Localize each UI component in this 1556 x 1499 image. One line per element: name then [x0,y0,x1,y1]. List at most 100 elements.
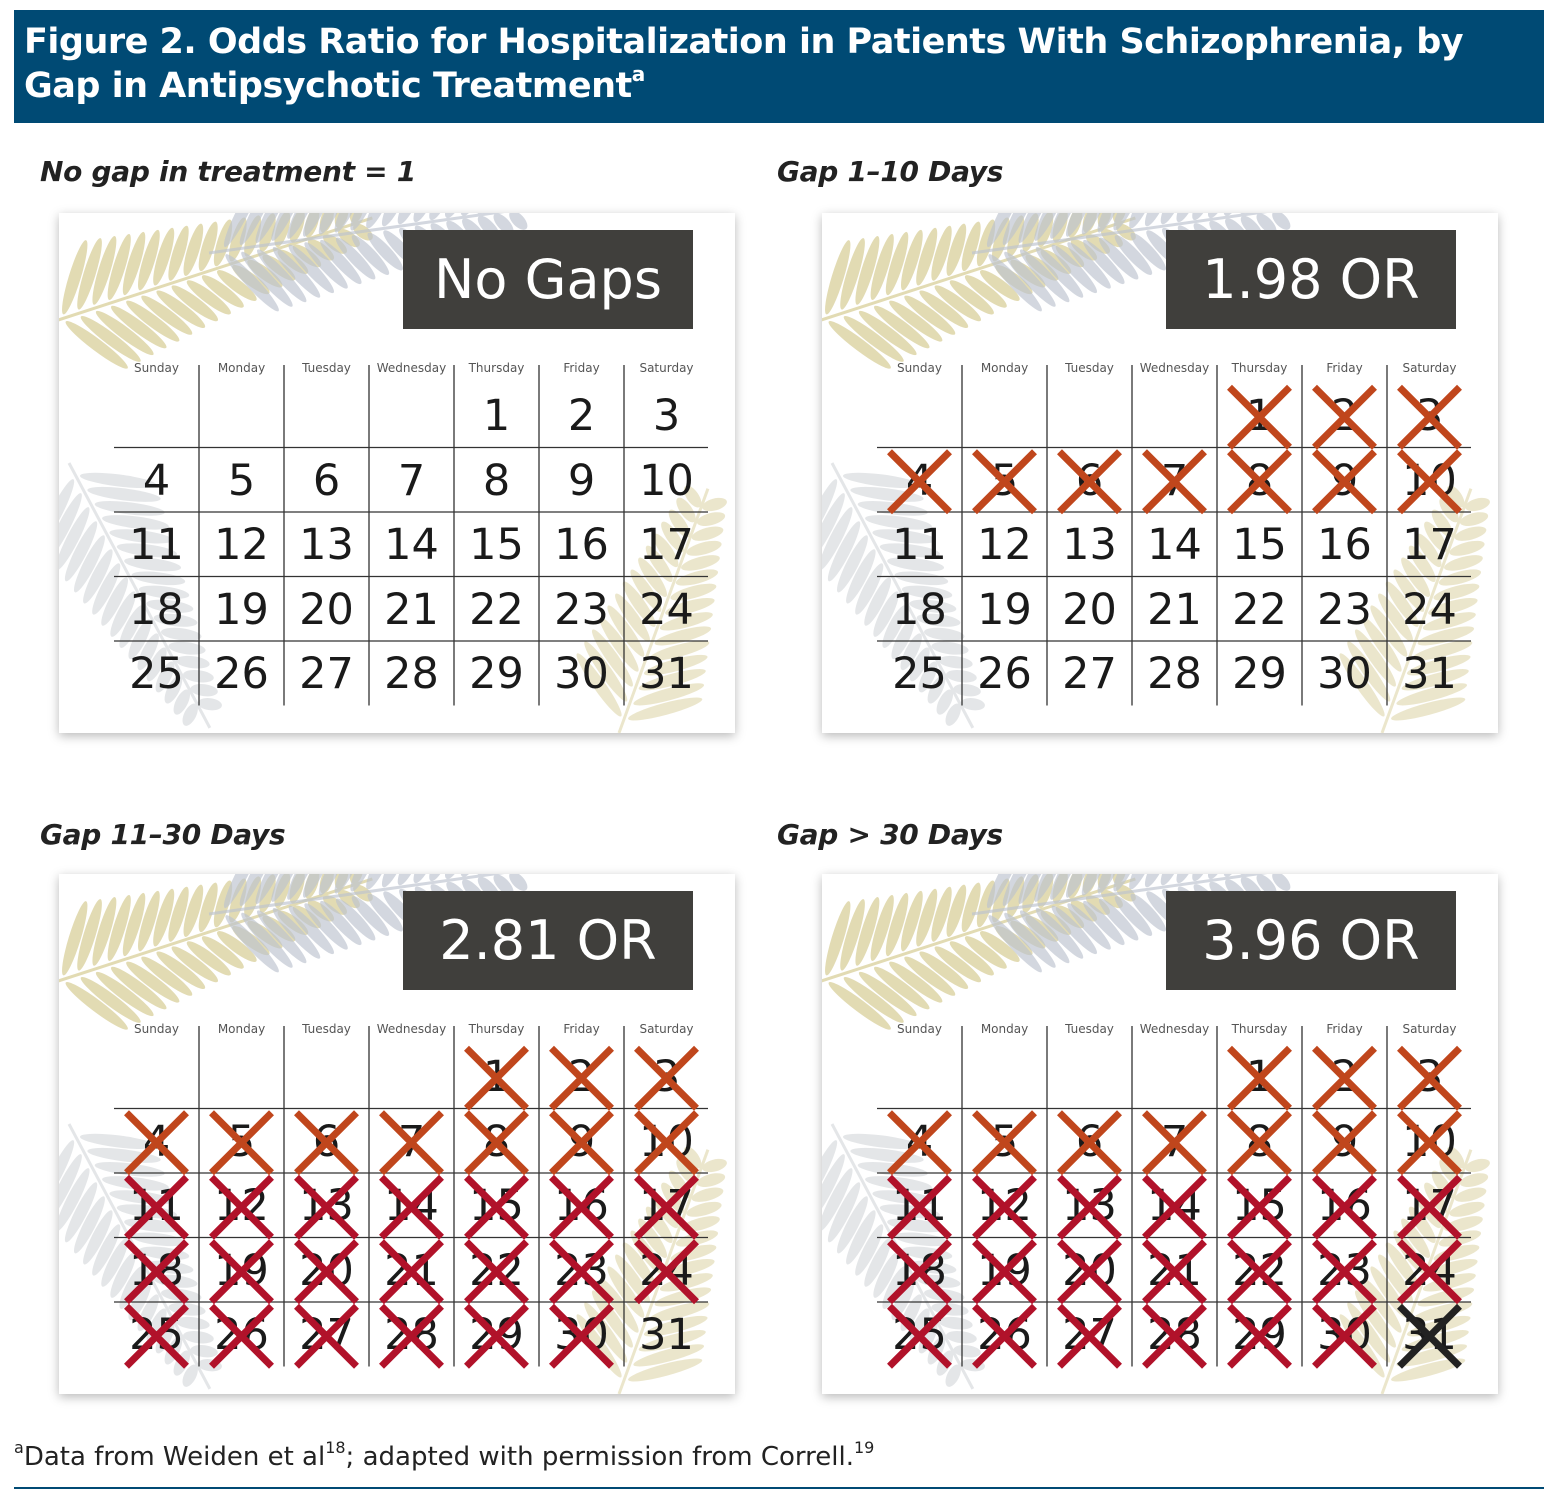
figure-title-footnote-mark: a [631,62,646,86]
calendar-day: 11 [892,520,947,570]
cross-mark [549,1174,614,1240]
calendar-day: 28 [384,649,439,699]
cross-mark [549,1303,614,1369]
cross-mark [1057,1303,1122,1369]
calendar-day: 14 [384,520,439,570]
weekday-header: Friday [563,361,600,375]
cross-mark [1397,1110,1462,1176]
weekday-header: Monday [980,361,1029,375]
cross-mark [1057,1239,1122,1305]
cross-mark [887,1239,952,1305]
calendar-day: 25 [892,649,947,699]
cross-mark [124,1174,189,1240]
cross-mark [972,449,1037,515]
weekday-header: Friday [1326,1022,1363,1036]
calendar-day: 20 [1062,584,1117,635]
cross-mark [294,1303,359,1369]
fern-background [822,874,1490,1394]
weekday-header: Sunday [134,361,179,375]
calendar-card: 3.96 OR Sunday Monday Tuesday Wednesday Thurs… [822,874,1498,1394]
calendar-day: 18 [129,584,184,635]
cross-mark [209,1239,274,1305]
calendar-day: 28 [1147,649,1202,699]
cross-mark [1312,1174,1377,1240]
cross-mark [1142,1110,1207,1176]
cross-mark [1397,1045,1462,1111]
cross-mark [1142,1303,1207,1369]
panel-label: Gap 11–30 Days [40,818,286,851]
calendar-day: 13 [1062,520,1117,570]
calendar-day: 11 [129,520,184,570]
calendar-day: 19 [977,584,1032,635]
calendar-grid: Sunday Monday Tuesday Wednesday Thursday Frid… [114,361,708,711]
footnote-ref-1: 18 [325,1438,346,1457]
weekday-header: Friday [563,1022,600,1036]
cross-mark [124,1239,189,1305]
footnote-mark: a [14,1438,24,1457]
cross-mark [1142,449,1207,515]
calendar-day: 5 [227,455,256,506]
calendar-day: 22 [1232,584,1287,635]
fern-background [822,213,1490,733]
cross-mark [294,1110,359,1176]
cross-mark [1312,1110,1377,1176]
weekday-header: Tuesday [1065,361,1114,375]
cross-mark [887,449,952,515]
cross-mark [1397,1239,1462,1305]
calendar-day: 16 [1317,520,1372,570]
cross-mark [379,1303,444,1369]
calendar-day: 7 [397,455,426,506]
calendar-day: 1 [482,391,511,441]
cross-mark [634,1174,699,1240]
calendar-day: 15 [1232,520,1287,570]
cross-mark [1227,1110,1292,1176]
calendar-day: 29 [469,649,524,699]
cross-marks [887,384,1462,515]
calendar-day: 3 [652,391,681,441]
calendar-card: 2.81 OR Sunday Monday Tuesday Wednesday Thurs… [59,874,735,1394]
cross-mark [1312,1239,1377,1305]
calendar-day: 27 [299,649,354,699]
cross-mark [124,1303,189,1369]
cross-mark [209,1303,274,1369]
weekday-header: Saturday [639,361,694,375]
calendar-card: No Gaps Sunday Monday Tuesday Wednesday Thurs… [59,213,735,733]
calendar-day: 4 [142,455,171,506]
cross-mark [1227,1239,1292,1305]
cross-mark [887,1303,952,1369]
cross-mark [379,1239,444,1305]
cross-marks [124,1045,699,1369]
cross-mark [972,1110,1037,1176]
weekday-header: Friday [1326,361,1363,375]
weekday-header: Sunday [897,361,942,375]
calendar-day: 12 [214,520,269,570]
cross-mark [549,1045,614,1111]
cross-mark [464,1174,529,1240]
weekday-header: Wednesday [376,1022,447,1036]
cross-mark [634,1045,699,1111]
calendar-day: 15 [469,520,524,570]
footnote-text-2: ; adapted with permission from Correll. [345,1442,854,1472]
calendar-day: 26 [214,649,269,699]
footnote: aData from Weiden et al18; adapted with … [14,1440,1544,1473]
panel-label: Gap > 30 Days [777,818,1003,851]
cross-mark [464,1110,529,1176]
cross-mark [379,1174,444,1240]
weekday-header: Saturday [639,1022,694,1036]
weekday-header: Monday [217,361,266,375]
cross-mark [549,1239,614,1305]
cross-mark [887,1110,952,1176]
cross-mark [209,1174,274,1240]
weekday-header: Wednesday [1139,361,1210,375]
cross-mark [294,1174,359,1240]
cross-mark [209,1110,274,1176]
cross-mark [1227,384,1292,450]
fern-leaf-icon [822,1123,985,1390]
odds-ratio-badge: 3.96 OR [1166,891,1456,990]
figure-title: Figure 2. Odds Ratio for Hospitalization… [24,22,1464,106]
weekday-header: Tuesday [1065,1022,1114,1036]
calendar-card: 1.98 OR Sunday Monday Tuesday Wednesday Thurs… [822,213,1498,733]
weekday-header: Monday [217,1022,266,1036]
cross-mark [887,1174,952,1240]
calendar-day: 24 [1402,584,1457,635]
